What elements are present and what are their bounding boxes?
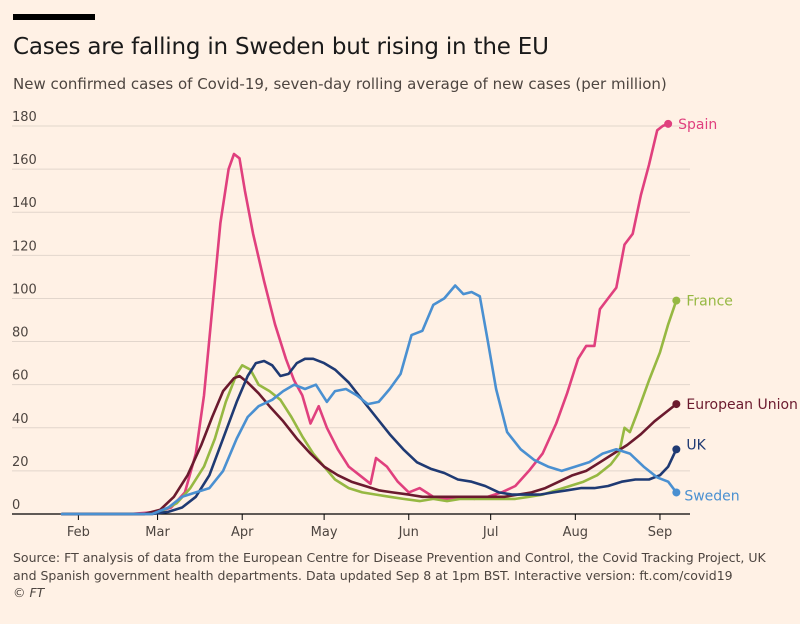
copyright: © FT xyxy=(13,585,45,600)
x-tick-label: May xyxy=(311,525,338,540)
y-tick-label: 0 xyxy=(12,498,20,513)
series-line-european-union xyxy=(60,374,678,516)
series-line-spain xyxy=(60,122,670,516)
y-tick-label: 60 xyxy=(12,369,29,384)
series-end-dot-sweden xyxy=(672,488,681,497)
series-end-dot-european-union xyxy=(672,400,681,409)
series-label-sweden: Sweden xyxy=(684,488,739,504)
series-line-uk xyxy=(60,357,678,516)
series-label-france: France xyxy=(686,294,733,310)
series-label-spain: Spain xyxy=(678,117,717,133)
x-tick-label: Mar xyxy=(145,525,170,540)
chart-title: Cases are falling in Sweden but rising i… xyxy=(13,34,549,60)
x-tick-label: Aug xyxy=(563,525,588,540)
y-tick-label: 180 xyxy=(12,110,37,125)
series-end-dot-uk xyxy=(672,445,681,454)
series-end-dot-spain xyxy=(664,119,673,128)
source-note: Source: FT analysis of data from the Eur… xyxy=(13,550,766,583)
x-tick-label: Jul xyxy=(482,525,499,540)
series-label-uk: UK xyxy=(686,437,706,453)
y-tick-label: 100 xyxy=(12,282,37,297)
series-layer xyxy=(60,119,681,516)
x-tick-label: Feb xyxy=(67,525,90,540)
y-tick-label: 40 xyxy=(12,412,29,427)
x-tick-label: Sep xyxy=(648,525,673,540)
grid-layer: 0 20 40 60 80 100 120 140 160 180 Feb Mar Apr May Jun J… xyxy=(12,110,690,540)
series-label-european-union: European Union xyxy=(686,397,798,413)
series-line-sweden xyxy=(60,284,678,516)
x-tick-label: Jun xyxy=(398,525,419,540)
y-tick-label: 140 xyxy=(12,196,37,211)
y-tick-label: 160 xyxy=(12,153,37,168)
label-layer: Spain France European Union UK Sweden xyxy=(678,117,798,505)
y-tick-label: 120 xyxy=(12,239,37,254)
series-end-dot-france xyxy=(672,296,681,305)
y-tick-label: 20 xyxy=(12,455,29,470)
series-line-france xyxy=(60,299,678,516)
line-chart: 0 20 40 60 80 100 120 140 160 180 Feb Mar Apr May Jun J… xyxy=(12,110,798,540)
chart-subtitle: New confirmed cases of Covid-19, seven-d… xyxy=(13,75,667,93)
ft-top-bar xyxy=(13,14,95,20)
y-tick-label: 80 xyxy=(12,326,29,341)
x-tick-label: Apr xyxy=(231,525,254,540)
